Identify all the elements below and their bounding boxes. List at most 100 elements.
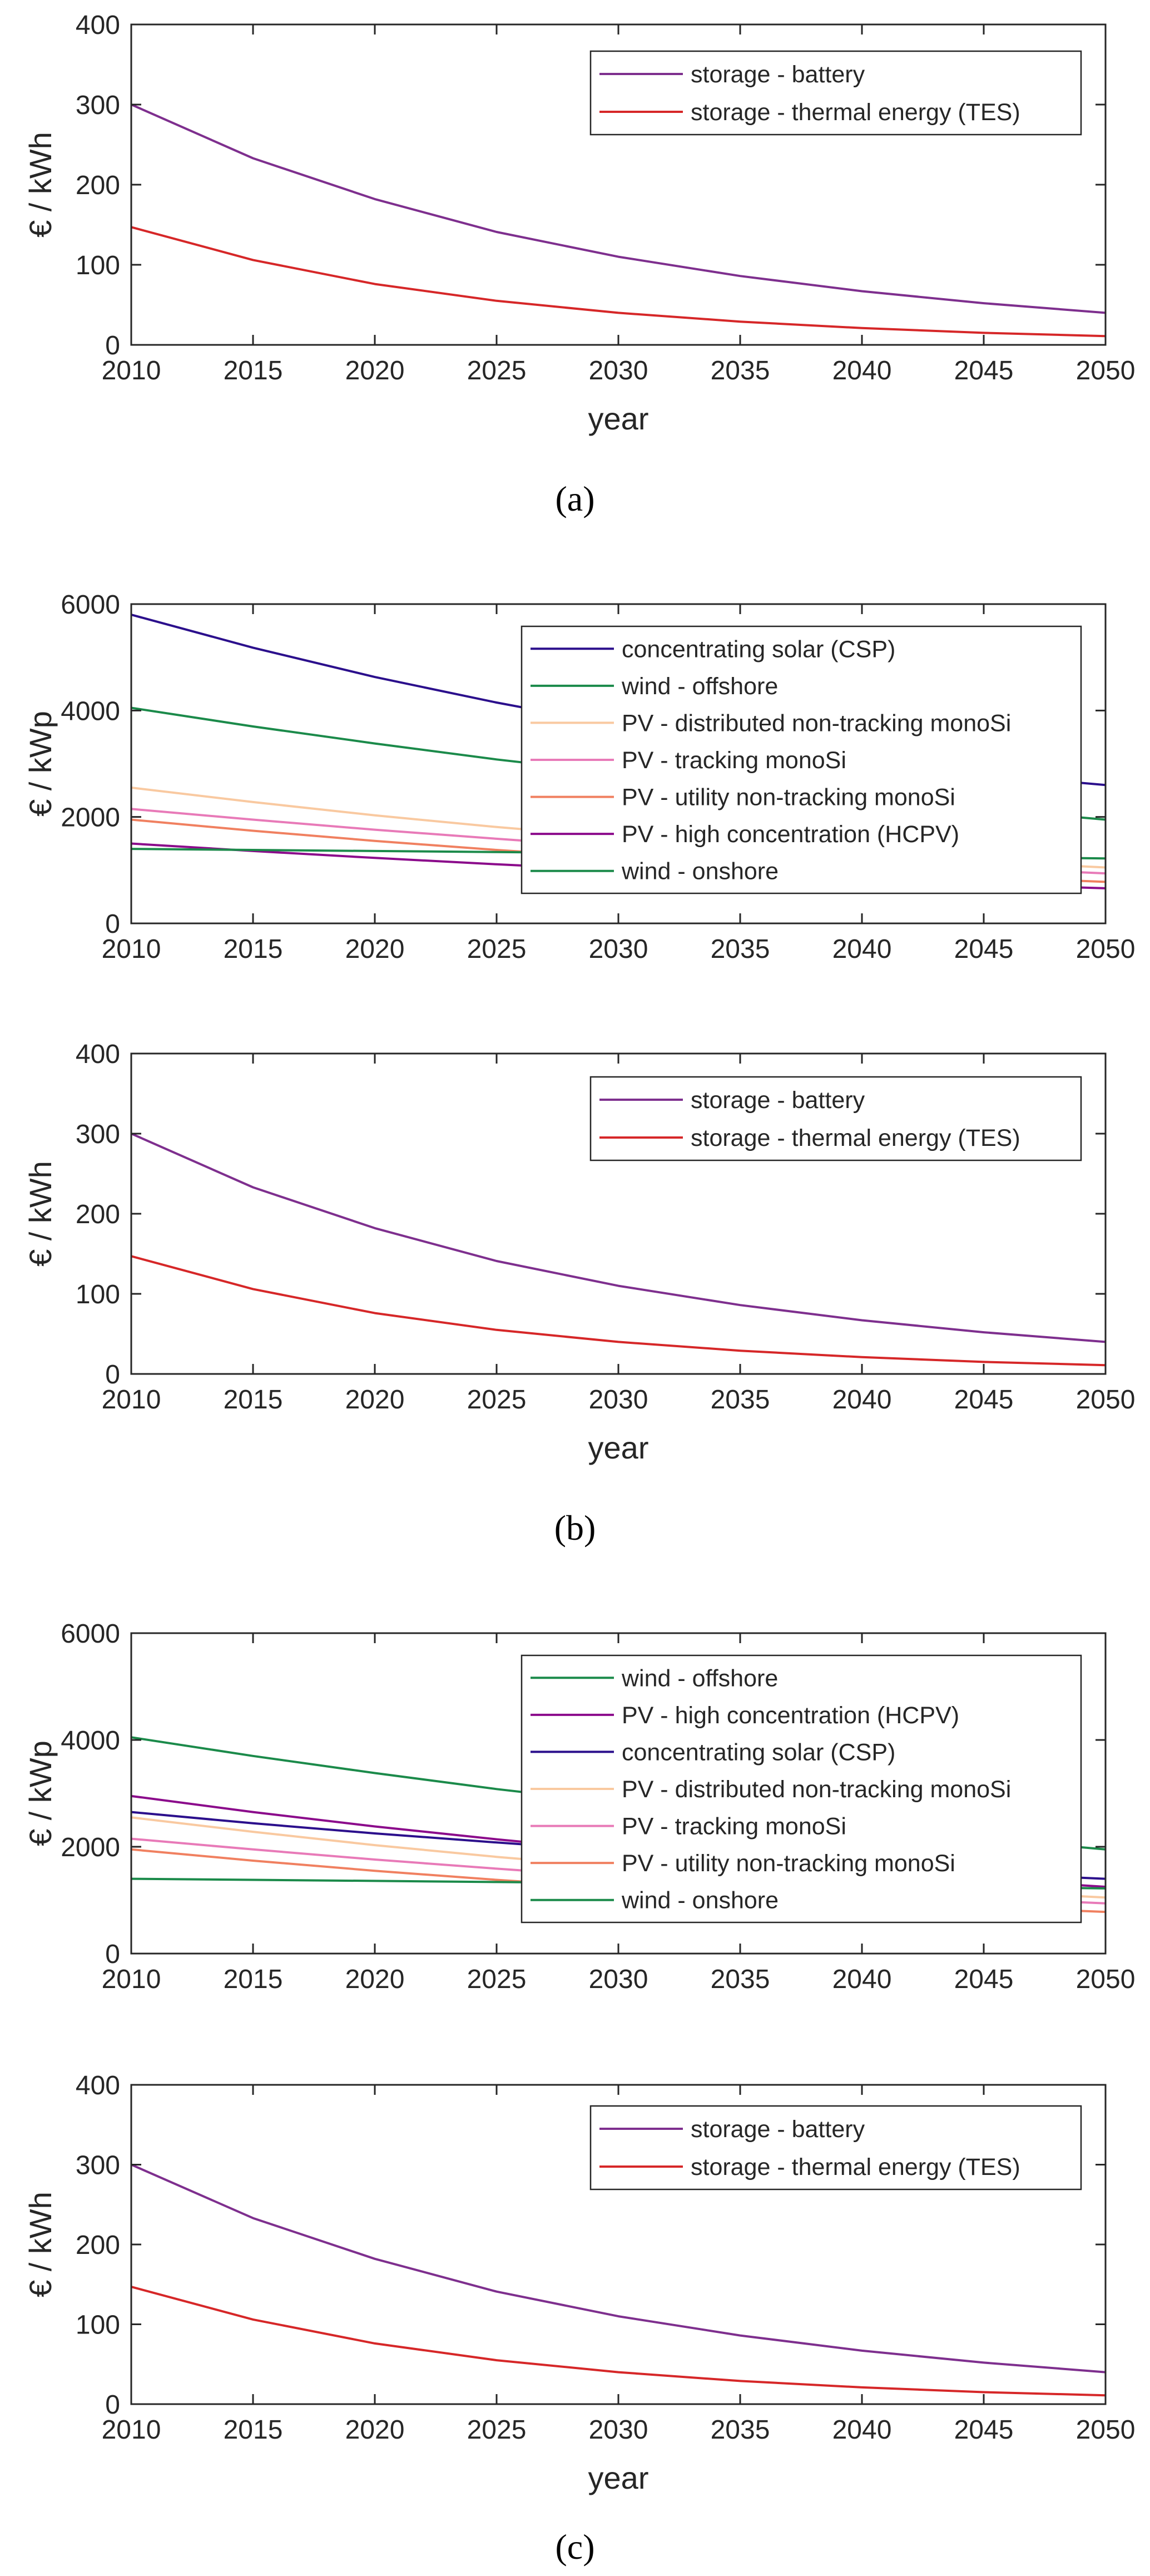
- legend-label: storage - thermal energy (TES): [691, 2154, 1020, 2181]
- y-tick-label: 0: [105, 1940, 120, 1969]
- series-line-2: [131, 226, 1106, 338]
- x-tick-label: 2035: [711, 1965, 770, 1994]
- y-axis-label: € / kWp: [23, 711, 58, 817]
- legend-label: wind - onshore: [621, 1887, 779, 1914]
- y-tick-label: 100: [76, 251, 120, 280]
- legend: concentrating solar (CSP) wind - offshore…: [521, 625, 1082, 894]
- x-tick-label: 2010: [102, 1965, 161, 1994]
- x-axis-label: year: [588, 2460, 649, 2495]
- x-tick-label: 2010: [102, 935, 161, 964]
- y-tick-label: 100: [76, 2311, 120, 2340]
- x-tick-label: 2020: [345, 1385, 405, 1415]
- x-tick-label: 2025: [467, 2415, 527, 2445]
- x-tick-label: 2030: [589, 356, 648, 385]
- x-tick-label: 2015: [224, 1965, 283, 1994]
- x-tick-label: 2020: [345, 356, 405, 385]
- legend-label: PV - high concentration (HCPV): [622, 1702, 959, 1729]
- x-tick-label: 2050: [1076, 935, 1136, 964]
- x-axis-label: year: [588, 1430, 649, 1465]
- x-tick-label: 2040: [832, 356, 892, 385]
- x-tick-label: 2050: [1076, 2415, 1136, 2445]
- chart-5: 2010 2015 2020 2025 2030 2035 2040 2045 2050 0 100…: [23, 2071, 1135, 2495]
- x-tick-label: 2050: [1076, 356, 1136, 385]
- chart-1: 2010 2015 2020 2025 2030 2035 2040 2045 2050 0 100…: [23, 11, 1135, 436]
- chart-2: 2010 2015 2020 2025 2030 2035 2040 2045 2050 0 200…: [23, 590, 1135, 964]
- series-line-2: [131, 2286, 1106, 2397]
- y-tick-label: 300: [76, 91, 120, 120]
- series-line-1: [131, 2163, 1106, 2374]
- x-tick-label: 2015: [224, 1385, 283, 1415]
- legend-label: concentrating solar (CSP): [622, 1739, 895, 1766]
- y-axis-label: € / kWh: [23, 2192, 58, 2297]
- series-group: [131, 2163, 1106, 2397]
- x-tick-label: 2035: [711, 1385, 770, 1415]
- y-tick-label: 0: [105, 1360, 120, 1390]
- legend-label: PV - high concentration (HCPV): [622, 821, 959, 848]
- x-tick-label: 2040: [832, 935, 892, 964]
- x-tick-label: 2010: [102, 356, 161, 385]
- x-tick-label: 2015: [224, 2415, 283, 2445]
- x-tick-label: 2035: [711, 2415, 770, 2445]
- x-tick-label: 2020: [345, 2415, 405, 2445]
- legend: storage - battery storage - thermal energ…: [589, 50, 1082, 136]
- y-axis-label: € / kWh: [23, 132, 58, 238]
- y-tick-label: 200: [76, 171, 120, 200]
- legend-label: PV - distributed non-tracking monoSi: [622, 1776, 1011, 1803]
- series-group: [131, 103, 1106, 338]
- x-tick-label: 2010: [102, 1385, 161, 1415]
- legend-label: PV - tracking monoSi: [622, 1813, 846, 1840]
- x-tick-label: 2020: [345, 935, 405, 964]
- x-tick-label: 2040: [832, 1385, 892, 1415]
- y-tick-label: 300: [76, 2151, 120, 2181]
- x-tick-label: 2045: [954, 935, 1014, 964]
- x-tick-label: 2015: [224, 356, 283, 385]
- y-axis-label: € / kWp: [23, 1741, 58, 1846]
- y-tick-label: 400: [76, 2071, 120, 2100]
- y-tick-label: 200: [76, 1200, 120, 1229]
- legend-label: storage - thermal energy (TES): [691, 1125, 1020, 1151]
- x-tick-label: 2045: [954, 2415, 1014, 2445]
- y-tick-label: 6000: [61, 1619, 120, 1649]
- legend: storage - battery storage - thermal energ…: [589, 2105, 1082, 2191]
- y-tick-label: 4000: [61, 1726, 120, 1756]
- x-tick-label: 2045: [954, 356, 1014, 385]
- x-tick-label: 2035: [711, 356, 770, 385]
- legend: storage - battery storage - thermal energ…: [589, 1076, 1082, 1161]
- legend-label: wind - offshore: [621, 673, 778, 700]
- x-tick-label: 2030: [589, 1385, 648, 1415]
- x-tick-label: 2010: [102, 2415, 161, 2445]
- x-tick-label: 2025: [467, 356, 527, 385]
- legend-label: concentrating solar (CSP): [622, 636, 895, 662]
- y-tick-label: 100: [76, 1280, 120, 1309]
- legend-label: PV - utility non-tracking monoSi: [622, 1850, 955, 1877]
- legend-label: PV - distributed non-tracking monoSi: [622, 710, 1011, 736]
- legend-label: storage - battery: [691, 61, 865, 88]
- y-tick-label: 200: [76, 2231, 120, 2260]
- x-tick-label: 2050: [1076, 1385, 1136, 1415]
- y-tick-label: 400: [76, 1040, 120, 1069]
- y-axis-label: € / kWh: [23, 1161, 58, 1267]
- x-tick-label: 2025: [467, 1965, 527, 1994]
- legend-label: wind - onshore: [621, 858, 779, 885]
- legend-box: [521, 1654, 1082, 1924]
- legend-label: PV - tracking monoSi: [622, 747, 846, 774]
- panel-caption: (c): [555, 2527, 594, 2567]
- series-line-1: [131, 103, 1106, 314]
- legend-box: [589, 2105, 1082, 2191]
- y-tick-label: 4000: [61, 696, 120, 726]
- x-tick-label: 2025: [467, 935, 527, 964]
- panel-caption: (a): [555, 479, 594, 518]
- series-line-2: [131, 1255, 1106, 1367]
- y-tick-label: 2000: [61, 803, 120, 833]
- x-tick-label: 2040: [832, 1965, 892, 1994]
- legend-box: [521, 625, 1082, 894]
- y-tick-label: 300: [76, 1120, 120, 1149]
- legend-label: storage - battery: [691, 1087, 865, 1114]
- y-tick-label: 6000: [61, 590, 120, 620]
- y-tick-label: 0: [105, 331, 120, 360]
- panel-caption: (b): [554, 1508, 596, 1547]
- legend-label: PV - utility non-tracking monoSi: [622, 784, 955, 811]
- x-tick-label: 2030: [589, 935, 648, 964]
- x-tick-label: 2030: [589, 2415, 648, 2445]
